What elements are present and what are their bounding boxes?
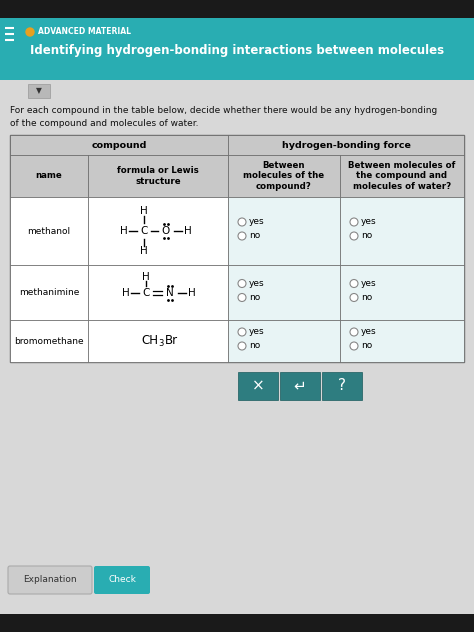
Text: yes: yes <box>361 217 377 226</box>
FancyBboxPatch shape <box>10 320 88 362</box>
FancyBboxPatch shape <box>88 320 228 362</box>
Text: H: H <box>184 226 192 236</box>
FancyBboxPatch shape <box>228 320 340 362</box>
Text: Explanation: Explanation <box>23 576 77 585</box>
Text: formula or Lewis
structure: formula or Lewis structure <box>117 166 199 186</box>
Text: H: H <box>140 246 148 256</box>
FancyBboxPatch shape <box>322 372 362 400</box>
Text: no: no <box>249 341 260 351</box>
Text: H: H <box>120 226 128 236</box>
Circle shape <box>238 279 246 288</box>
Text: no: no <box>361 341 372 351</box>
FancyBboxPatch shape <box>10 135 464 362</box>
FancyBboxPatch shape <box>280 372 320 400</box>
FancyBboxPatch shape <box>88 155 228 197</box>
FancyBboxPatch shape <box>10 197 88 265</box>
Text: C: C <box>140 226 148 236</box>
Text: ↵: ↵ <box>293 379 306 394</box>
Text: C: C <box>142 288 150 298</box>
FancyBboxPatch shape <box>340 155 464 197</box>
Text: methanol: methanol <box>27 226 71 236</box>
Text: Identifying hydrogen-bonding interactions between molecules: Identifying hydrogen-bonding interaction… <box>30 44 444 57</box>
Circle shape <box>350 279 358 288</box>
Text: N: N <box>166 288 174 298</box>
FancyBboxPatch shape <box>28 84 50 98</box>
FancyBboxPatch shape <box>228 155 340 197</box>
Text: Between
molecules of the
compound?: Between molecules of the compound? <box>244 161 325 191</box>
Circle shape <box>26 28 34 36</box>
Text: Between molecules of
the compound and
molecules of water?: Between molecules of the compound and mo… <box>348 161 456 191</box>
Circle shape <box>238 218 246 226</box>
Text: Check: Check <box>108 576 136 585</box>
Text: name: name <box>36 171 63 181</box>
Text: ×: × <box>252 379 264 394</box>
Text: methanimine: methanimine <box>19 288 79 297</box>
Text: no: no <box>361 231 372 241</box>
Text: bromomethane: bromomethane <box>14 336 84 346</box>
Text: no: no <box>361 293 372 302</box>
Text: yes: yes <box>361 279 377 288</box>
Circle shape <box>238 232 246 240</box>
Text: yes: yes <box>249 217 264 226</box>
Text: no: no <box>249 231 260 241</box>
Text: 3: 3 <box>158 339 164 348</box>
FancyBboxPatch shape <box>10 265 88 320</box>
Text: CH: CH <box>141 334 158 348</box>
FancyBboxPatch shape <box>10 155 88 197</box>
FancyBboxPatch shape <box>88 197 228 265</box>
Circle shape <box>350 342 358 350</box>
FancyBboxPatch shape <box>8 566 92 594</box>
FancyBboxPatch shape <box>340 320 464 362</box>
FancyBboxPatch shape <box>0 614 474 632</box>
Circle shape <box>350 328 358 336</box>
Text: compound: compound <box>91 140 146 150</box>
FancyBboxPatch shape <box>228 197 340 265</box>
Text: yes: yes <box>361 327 377 336</box>
Text: hydrogen-bonding force: hydrogen-bonding force <box>282 140 410 150</box>
Circle shape <box>238 293 246 301</box>
Text: O: O <box>162 226 170 236</box>
Circle shape <box>350 293 358 301</box>
Text: yes: yes <box>249 327 264 336</box>
FancyBboxPatch shape <box>0 18 474 80</box>
Text: H: H <box>122 288 130 298</box>
Text: ?: ? <box>338 379 346 394</box>
Text: For each compound in the table below, decide whether there would be any hydrogen: For each compound in the table below, de… <box>10 106 437 115</box>
Circle shape <box>238 328 246 336</box>
Text: ▼: ▼ <box>36 87 42 95</box>
Circle shape <box>350 218 358 226</box>
FancyBboxPatch shape <box>88 265 228 320</box>
Circle shape <box>238 342 246 350</box>
FancyBboxPatch shape <box>10 135 228 155</box>
Text: H: H <box>188 288 196 298</box>
Text: H: H <box>142 272 150 281</box>
FancyBboxPatch shape <box>238 372 278 400</box>
Text: of the compound and molecules of water.: of the compound and molecules of water. <box>10 119 199 128</box>
FancyBboxPatch shape <box>340 265 464 320</box>
Text: ADVANCED MATERIAL: ADVANCED MATERIAL <box>38 28 131 37</box>
Text: H: H <box>140 206 148 216</box>
Circle shape <box>350 232 358 240</box>
Text: Br: Br <box>165 334 178 348</box>
FancyBboxPatch shape <box>228 135 464 155</box>
FancyBboxPatch shape <box>340 197 464 265</box>
FancyBboxPatch shape <box>0 0 474 18</box>
FancyBboxPatch shape <box>228 265 340 320</box>
FancyBboxPatch shape <box>94 566 150 594</box>
Text: yes: yes <box>249 279 264 288</box>
Text: no: no <box>249 293 260 302</box>
